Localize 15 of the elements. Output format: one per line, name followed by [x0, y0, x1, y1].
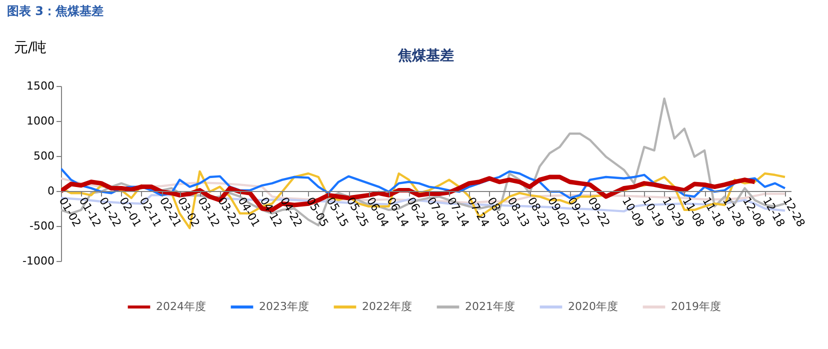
legend-label: 2022年度: [362, 300, 412, 313]
y-axis-title: 元/吨: [14, 40, 47, 56]
y-tick-label: 500: [34, 150, 54, 162]
y-tick-label: -1000: [22, 254, 54, 268]
legend-label: 2023年度: [259, 300, 309, 313]
legend-label: 2024年度: [156, 300, 206, 313]
y-tick-label: 1000: [26, 114, 54, 128]
legend-label: 2019年度: [671, 300, 721, 313]
y-tick-label: 1500: [26, 80, 54, 92]
legend-label: 2020年度: [568, 300, 618, 313]
legend-label: 2021年度: [465, 300, 515, 313]
y-tick-label: 0: [48, 184, 54, 198]
text: 图表 3：焦煤基差: [7, 4, 104, 18]
chart-title: 焦煤基差: [397, 48, 454, 64]
y-tick-label: -500: [30, 220, 54, 232]
